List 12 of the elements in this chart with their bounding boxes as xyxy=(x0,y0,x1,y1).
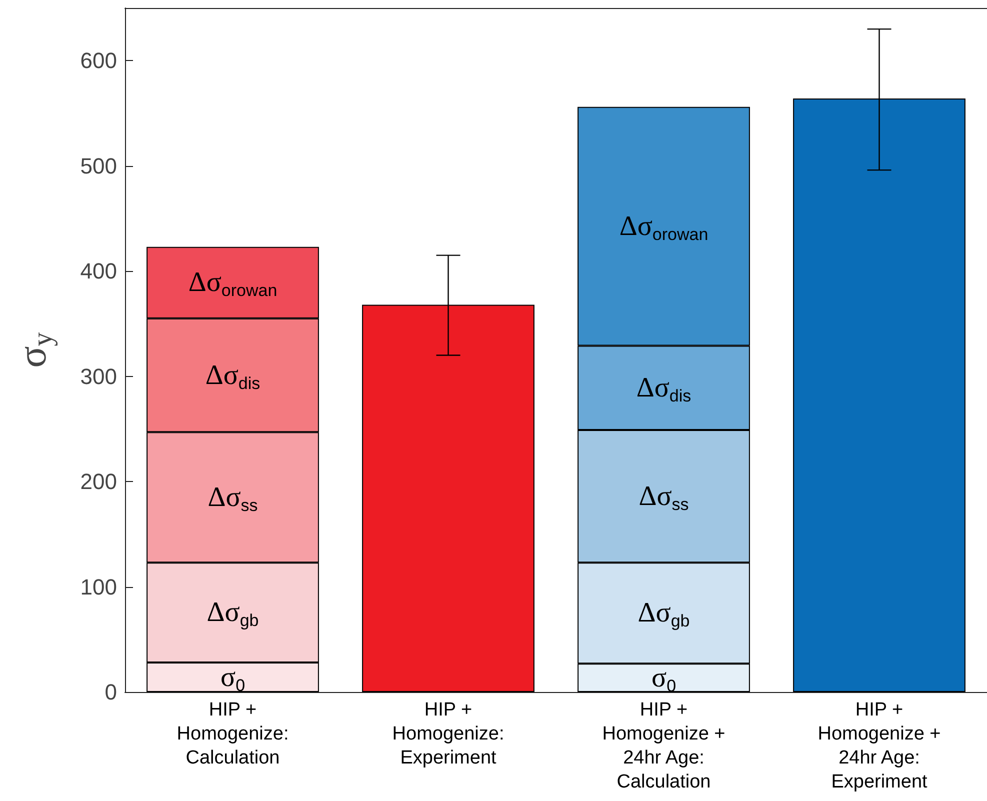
x-tick-label: HIP + Homogenize + 24hr Age: Experiment xyxy=(818,700,941,792)
y-tick-label: 500 xyxy=(80,153,117,178)
y-tick-label: 100 xyxy=(80,574,117,600)
y-tick-label: 0 xyxy=(104,680,117,704)
x-tick-label: HIP + Homogenize: Calculation xyxy=(176,700,289,768)
x-tick-label: HIP + Homogenize: Experiment xyxy=(392,700,504,768)
y-tick-label: 600 xyxy=(80,48,117,74)
y-tick-label: 200 xyxy=(80,469,117,494)
y-axis-title: σy xyxy=(10,332,58,368)
x-tick-label: HIP + Homogenize + 24hr Age: Calculation xyxy=(602,700,726,792)
y-tick-label: 400 xyxy=(80,258,117,284)
y-tick-label: 300 xyxy=(80,364,117,389)
